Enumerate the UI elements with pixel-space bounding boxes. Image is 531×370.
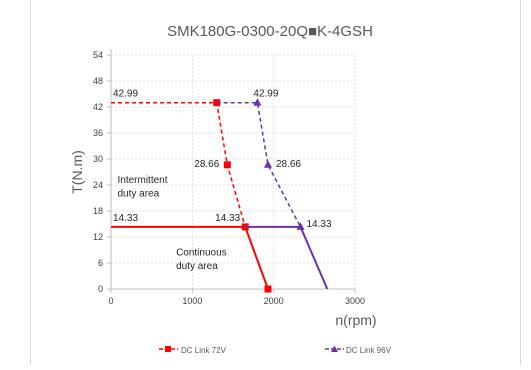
annotations: Intermittent duty area Continuous duty area <box>118 175 227 272</box>
area-annotation: duty area <box>176 261 218 272</box>
data-point-72v <box>223 161 231 169</box>
y-tick-label: 0 <box>98 284 103 294</box>
y-tick-label: 48 <box>93 76 103 86</box>
series-line-intermittent-72v <box>111 101 246 228</box>
y-tick-label: 42 <box>93 102 103 112</box>
data-point-96v <box>253 98 262 106</box>
y-tick-label: 24 <box>93 180 103 190</box>
y-tick-label: 30 <box>93 154 103 164</box>
area-annotation: Continuous <box>176 248 227 259</box>
frame-border-right <box>520 0 521 365</box>
gridlines <box>111 54 356 289</box>
y-tick-label: 18 <box>93 206 103 216</box>
data-label-72v-axis-intermittent: 42.99 <box>113 89 138 100</box>
data-point-96v <box>296 222 305 230</box>
data-label-72v-axis-continuous: 14.33 <box>113 213 138 224</box>
legend-label-72v: DC Link 72V <box>181 346 227 355</box>
legend-entry-72v: DC Link 72V <box>159 346 227 355</box>
x-tick-label: 1000 <box>182 296 202 306</box>
data-point-72v <box>264 285 272 293</box>
chart-title: SMK180G-0300-20Q■K-4GSH <box>167 23 373 40</box>
area-annotation: Intermittent <box>118 175 168 186</box>
data-label-72v: 28.66 <box>194 159 219 170</box>
x-axis-label: n(rpm) <box>335 312 376 328</box>
data-point-96v <box>263 160 272 168</box>
frame-border-left <box>30 0 31 365</box>
y-tick-label: 54 <box>93 50 103 60</box>
series-line-intermittent-96v <box>216 101 302 228</box>
legend: DC Link 72V DC Link 96V <box>159 345 392 355</box>
y-axis-label: T(N.m) <box>69 150 85 194</box>
data-label-96v: 28.66 <box>276 159 301 170</box>
area-annotation: duty area <box>118 188 160 199</box>
x-tick-label: 3000 <box>345 296 365 306</box>
data-label-96v: 42.99 <box>253 89 278 100</box>
y-tick-label: 12 <box>93 232 103 242</box>
y-tick-label: 36 <box>93 128 103 138</box>
data-label-96v: 14.33 <box>307 219 332 230</box>
axes: 0 6 12 18 24 30 36 42 48 54 0 1000 2000 3000 <box>93 49 365 306</box>
data-labels: 42.99 28.66 14.33 14.33 42.99 28.66 14.33 <box>113 89 332 230</box>
legend-entry-96v: DC Link 96V <box>325 345 392 355</box>
y-tick-label: 6 <box>98 258 103 268</box>
legend-label-96v: DC Link 96V <box>346 346 392 355</box>
data-label-72v: 14.33 <box>215 213 240 224</box>
x-tick-label: 0 <box>108 296 113 306</box>
series <box>111 98 329 293</box>
x-tick-label: 2000 <box>264 296 284 306</box>
